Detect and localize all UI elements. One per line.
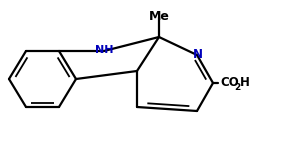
Text: Me: Me: [149, 11, 169, 23]
Text: CO: CO: [220, 77, 239, 89]
Text: 2: 2: [234, 82, 240, 92]
Text: N: N: [193, 49, 203, 62]
Text: H: H: [240, 77, 250, 89]
Text: NH: NH: [95, 45, 113, 55]
